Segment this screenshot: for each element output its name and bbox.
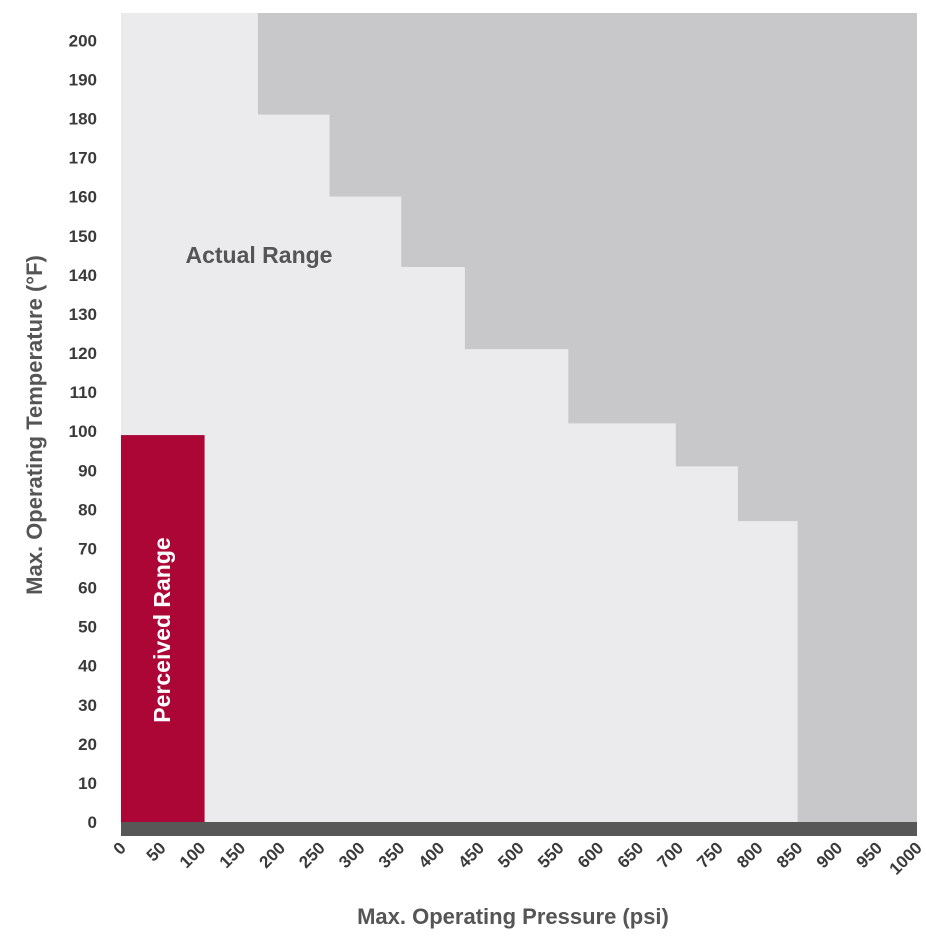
x-axis-bar: [121, 822, 917, 836]
y-tick-label: 70: [78, 539, 97, 558]
y-tick-label: 40: [78, 657, 97, 676]
y-tick-label: 90: [78, 461, 97, 480]
y-tick-label: 140: [69, 266, 97, 285]
y-tick-label: 30: [78, 696, 97, 715]
x-tick-label: 150: [216, 838, 249, 871]
x-tick-label: 100: [176, 838, 209, 871]
x-tick-label: 50: [143, 838, 170, 865]
perceived-range-region: [121, 435, 205, 822]
y-axis-title: Max. Operating Temperature (°F): [22, 255, 47, 595]
y-tick-label: 50: [78, 618, 97, 637]
actual-range-region: [121, 13, 798, 822]
x-tick-label: 650: [614, 838, 647, 871]
y-tick-label: 170: [69, 149, 97, 168]
perceived-range-label: Perceived Range: [149, 537, 175, 722]
x-tick-label: 200: [256, 838, 289, 871]
x-tick-label: 600: [574, 838, 607, 871]
y-tick-label: 120: [69, 344, 97, 363]
x-tick-label: 400: [415, 838, 448, 871]
y-tick-label: 110: [70, 383, 97, 402]
y-tick-label: 20: [78, 735, 97, 754]
actual-range-label: Actual Range: [186, 242, 333, 268]
x-tick-label: 0: [110, 838, 130, 858]
x-tick-label: 700: [654, 838, 687, 871]
x-tick-label: 750: [693, 838, 726, 871]
x-tick-label: 950: [853, 838, 886, 871]
x-tick-label: 350: [375, 838, 408, 871]
x-tick-label: 250: [295, 838, 328, 871]
y-tick-label: 10: [78, 774, 97, 793]
x-tick-label: 500: [494, 838, 527, 871]
x-axis-title: Max. Operating Pressure (psi): [357, 904, 669, 929]
y-tick-label: 150: [69, 227, 97, 246]
x-tick-label: 800: [733, 838, 766, 871]
y-tick-label: 190: [69, 70, 97, 89]
x-tick-label: 450: [455, 838, 488, 871]
x-tick-label: 900: [813, 838, 846, 871]
y-axis-ticks: 0 10 20 30 40 50 60 70 80 90 100 110 120 130 140 150 160…: [69, 31, 97, 832]
x-tick-label: 850: [773, 838, 806, 871]
y-tick-label: 60: [78, 579, 97, 598]
y-tick-label: 130: [69, 305, 97, 324]
x-tick-label: 1000: [886, 838, 926, 878]
y-tick-label: 80: [78, 500, 97, 519]
y-tick-label: 0: [88, 813, 97, 832]
y-tick-label: 100: [69, 422, 97, 441]
x-axis-ticks: 0 50 100 150 200 250 300 350 400 450 500 550 600 650 7…: [110, 838, 926, 878]
y-tick-label: 180: [69, 110, 97, 129]
y-tick-label: 200: [69, 31, 97, 50]
x-tick-label: 300: [335, 838, 368, 871]
y-tick-label: 160: [69, 188, 97, 207]
x-tick-label: 550: [534, 838, 567, 871]
